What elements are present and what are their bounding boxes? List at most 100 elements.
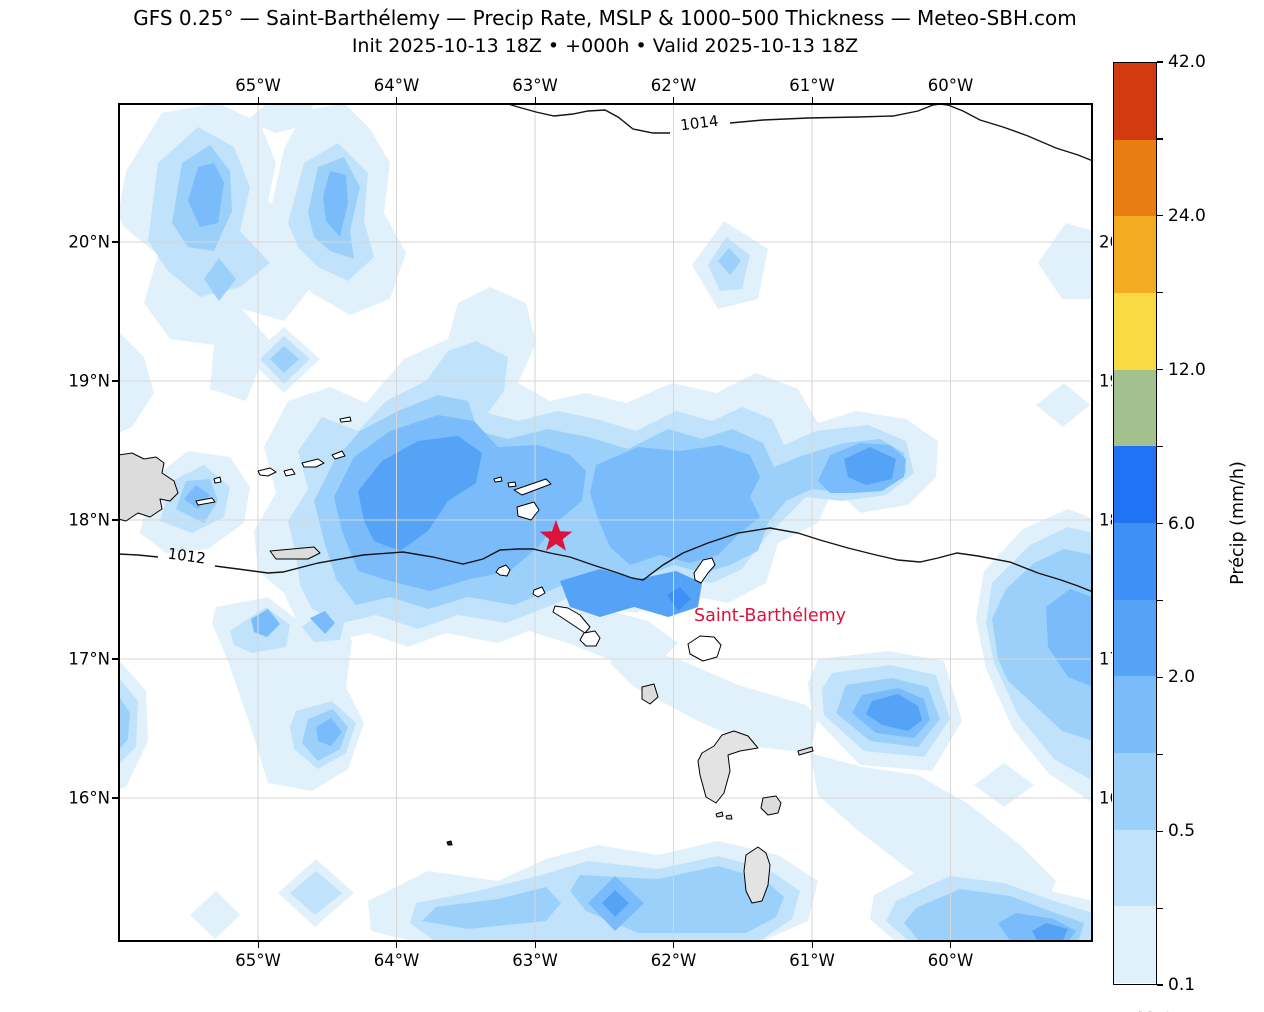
precip-area-2.0-4.0	[1032, 923, 1068, 942]
x-tick-mark	[950, 97, 952, 103]
x-tick-label-top: 63°W	[512, 76, 558, 95]
colorbar-tick-label: 6.0	[1168, 513, 1196, 534]
precip-area-1.0-2.0	[590, 445, 760, 565]
colorbar	[1113, 62, 1157, 985]
colorbar-segment-2.0–4.0	[1114, 599, 1156, 677]
map-panel: 1014 1012 Saint-Barthélemy Meteo-SBH.com	[118, 103, 1203, 1012]
colorbar-tick-mark	[1157, 984, 1163, 986]
island-st-martin	[516, 501, 540, 521]
x-tick-mark	[673, 97, 675, 103]
colorbar-title: Précip (mm/h)	[1228, 461, 1248, 585]
y-tick-label-left: 16°N	[68, 788, 110, 808]
precip-area-1.0-2.0	[184, 485, 210, 509]
colorbar-tick-mark	[1157, 830, 1163, 832]
x-tick-label-top: 64°W	[373, 76, 420, 95]
precip-area-0.1-0.3	[210, 309, 270, 401]
y-tick-mark	[112, 380, 118, 382]
x-tick-mark	[811, 942, 813, 948]
island-st-eustatius	[532, 586, 546, 598]
x-tick-label-top: 60°W	[927, 76, 974, 95]
colorbar-tick-mark	[1157, 292, 1163, 294]
precip-area-0.3-0.5	[290, 871, 342, 915]
island-anegada	[339, 416, 352, 423]
precip-area-2.0-4.0	[358, 436, 482, 551]
island-les-saintes-1	[715, 811, 724, 818]
colorbar-tick-mark	[1157, 676, 1163, 678]
map-svg: 1014 1012	[118, 103, 1093, 942]
colorbar-tick-label: 0.5	[1168, 821, 1196, 842]
y-tick-label-right-clipped: 20°N	[1099, 232, 1112, 252]
island-aves-island	[446, 840, 453, 846]
colorbar-tick-label: 24.0	[1168, 205, 1206, 226]
island-puerto-rico	[118, 452, 179, 522]
watermark: Meteo-SBH.com	[1058, 1008, 1203, 1012]
precip-area-0.1-0.3	[246, 103, 314, 133]
colorbar-segment-24.0–30.0	[1114, 139, 1156, 217]
island-anguilla	[513, 478, 552, 496]
island-guadeloupe	[697, 730, 759, 804]
y-tick-label-left: 20°N	[68, 232, 110, 252]
x-tick-label-bottom: 61°W	[789, 951, 835, 970]
colorbar-segment-16.0–24.0	[1114, 216, 1156, 294]
y-tick-label-left: 19°N	[68, 371, 110, 391]
precip-area-0.5-1.0	[718, 248, 741, 275]
colorbar-segment-0.5–1.0	[1114, 753, 1156, 830]
island-antigua	[687, 635, 722, 662]
island-st-thomas	[257, 467, 277, 477]
precip-area-1.0-2.0	[316, 718, 342, 746]
island-tortola	[301, 458, 325, 468]
precip-area-0.1-0.3	[1038, 223, 1093, 299]
map-border	[118, 103, 1093, 942]
island-montserrat	[641, 683, 659, 705]
island-barbuda	[693, 557, 716, 584]
precip-area-0.1-0.3	[974, 763, 1034, 807]
precip-area-1.0-2.0	[188, 163, 224, 227]
colorbar-segment-1.0–2.0	[1114, 676, 1156, 754]
station-label: Saint-Barthélemy	[694, 606, 847, 626]
island-saba	[495, 564, 511, 577]
x-tick-mark	[950, 942, 952, 948]
island-culebra	[213, 476, 222, 484]
colorbar-segment-0.3–0.5	[1114, 829, 1156, 907]
y-tick-mark	[112, 241, 118, 243]
precip-area-0.5-1.0	[270, 346, 299, 373]
x-tick-mark	[396, 942, 398, 948]
colorbar-tick-mark	[1157, 753, 1163, 756]
island-vieques	[195, 497, 216, 506]
x-tick-label-bottom: 60°W	[927, 951, 974, 970]
island-virgin-gorda	[331, 450, 346, 460]
island-nevis	[579, 630, 601, 647]
colorbar-segment-8.0–12.0	[1114, 369, 1156, 447]
precip-area-1.0-2.0	[323, 171, 348, 237]
x-tick-label-top: 61°W	[789, 76, 835, 95]
colorbar-segment-6.0–8.0	[1114, 446, 1156, 524]
precip-area-0.1-0.3	[610, 645, 818, 753]
precip-area-1.0-2.0	[310, 611, 335, 634]
colorbar-tick-mark	[1157, 907, 1163, 909]
colorbar-segment-12.0–16.0	[1114, 293, 1156, 370]
x-tick-mark	[396, 97, 398, 103]
precip-area-2.0-4.0	[560, 569, 702, 617]
colorbar-segment-0.1–0.3	[1114, 906, 1156, 984]
x-tick-mark	[257, 97, 259, 103]
isobar-line-1012	[118, 553, 159, 558]
colorbar-tick-mark	[1157, 138, 1163, 140]
y-tick-label-left: 18°N	[68, 510, 110, 530]
colorbar-tick-mark	[1157, 522, 1163, 525]
colorbar-segment-4.0–6.0	[1114, 523, 1156, 600]
island-dominica	[743, 846, 771, 904]
x-tick-label-bottom: 65°W	[235, 951, 281, 970]
precip-area-0.5-1.0	[204, 258, 236, 301]
x-tick-mark	[257, 942, 259, 948]
precip-area-0.1-0.3	[1036, 383, 1090, 427]
island-st-croix	[269, 546, 321, 560]
x-tick-mark	[811, 97, 813, 103]
colorbar-tick-mark	[1157, 445, 1163, 448]
y-tick-label-right-clipped: 18°N	[1099, 510, 1112, 530]
island-st-john	[283, 468, 296, 477]
page-subtitle: Init 2025-10-13 18Z • +000h • Valid 2025…	[351, 35, 859, 57]
isobar-label: 1012	[167, 544, 207, 567]
y-tick-mark	[112, 519, 118, 521]
island-marie-galante	[760, 795, 782, 816]
